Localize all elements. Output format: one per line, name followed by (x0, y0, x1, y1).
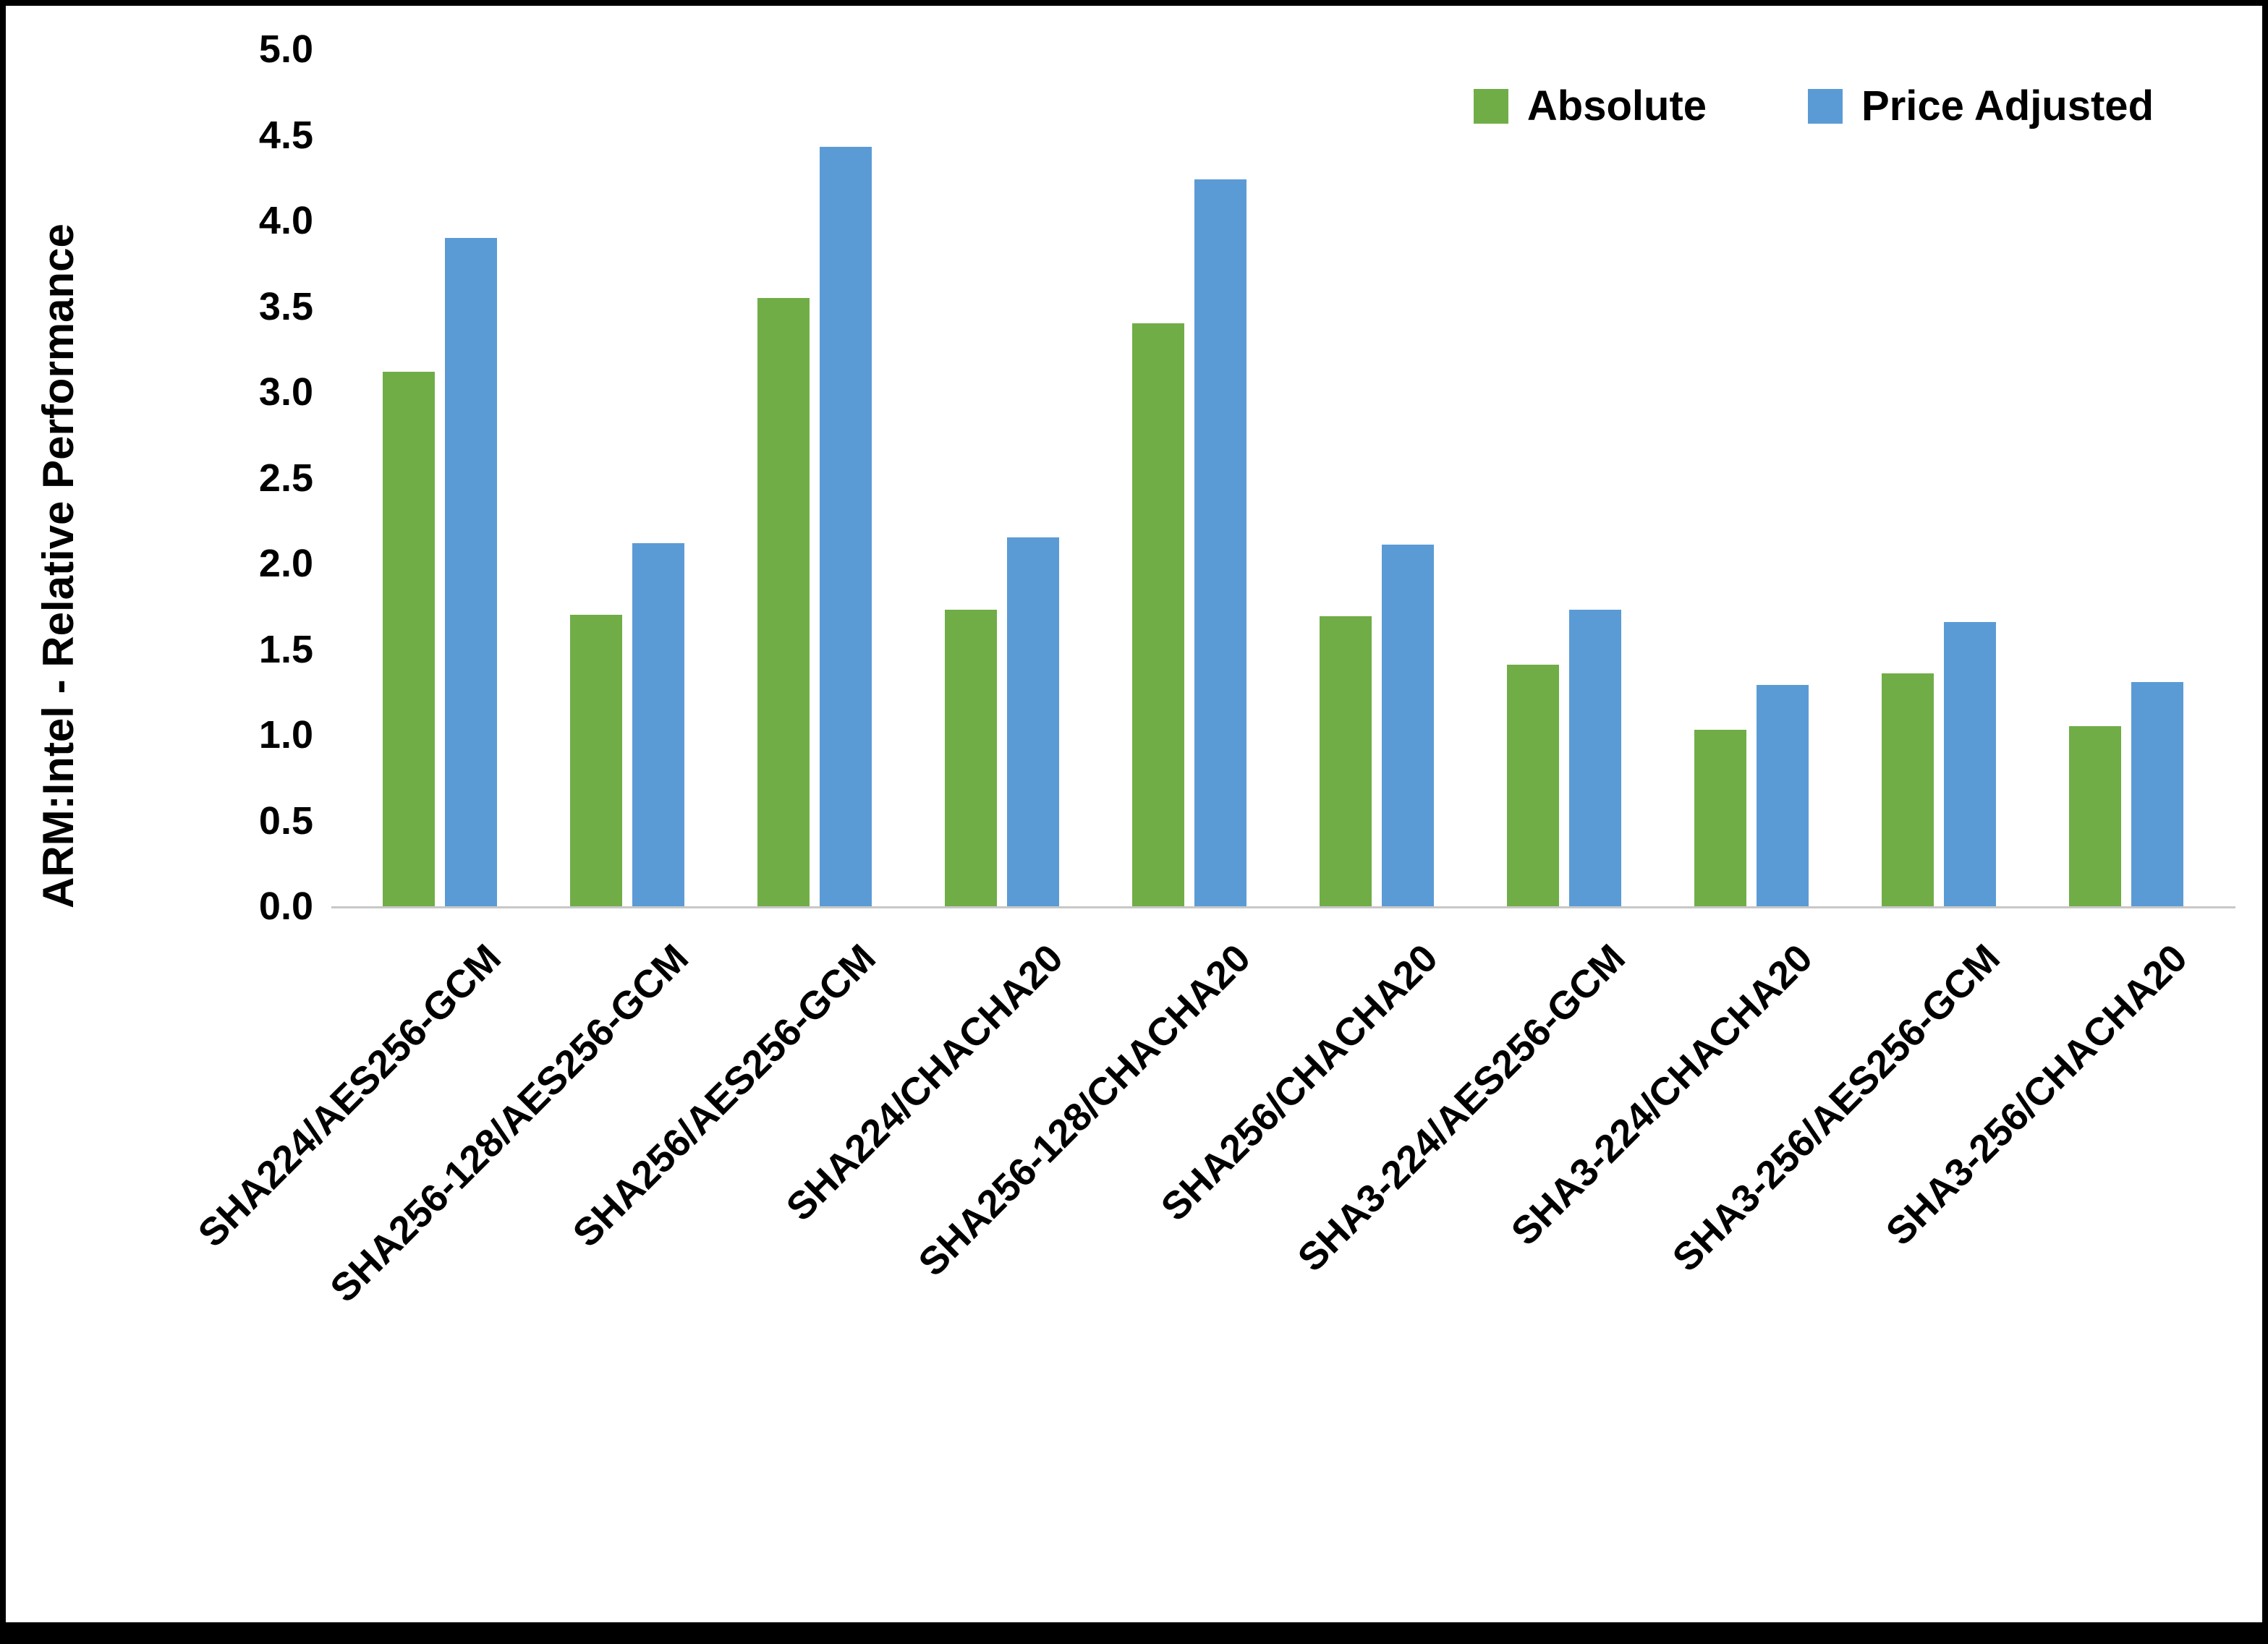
bar-price-adjusted (444, 237, 497, 906)
x-axis-line (331, 906, 2235, 908)
bar-price-adjusted (2131, 681, 2183, 906)
y-tick-label: 5.0 (258, 27, 313, 71)
y-tick-label: 0.5 (258, 798, 313, 843)
legend-item-absolute: Absolute (1473, 82, 1707, 130)
legend-swatch-price-adjusted-icon (1808, 88, 1843, 124)
bar-absolute (1694, 729, 1746, 906)
y-axis-title: ARM:Intel - Relative Performance (34, 223, 82, 908)
bar-price-adjusted (1006, 537, 1059, 906)
bar-price-adjusted (1756, 685, 1809, 906)
x-axis-category-label: SHA224/AES256-GCM (190, 936, 510, 1256)
x-axis-category-label: SHA3-256/CHACHA20 (1877, 936, 2196, 1254)
x-axis-category-label: SHA3-224/CHACHA20 (1503, 936, 1822, 1254)
legend: Absolute Price Adjusted (1473, 82, 2154, 130)
bar-price-adjusted (1381, 544, 1434, 906)
x-axis-category-label: SHA256-128/AES256-GCM (322, 936, 697, 1311)
legend-swatch-absolute-icon (1473, 88, 1508, 124)
legend-label-absolute: Absolute (1526, 82, 1707, 129)
bar-price-adjusted (1568, 609, 1621, 906)
y-tick-label: 2.0 (258, 542, 313, 585)
y-tick-label: 2.5 (258, 456, 313, 500)
bar-price-adjusted (1943, 621, 1996, 906)
y-tick-label: 3.0 (258, 370, 313, 414)
x-axis-category-label: SHA3-224/AES256-GCM (1289, 936, 1634, 1280)
bar-absolute (1319, 616, 1372, 906)
x-axis-category-label: SHA256-128/CHACHA20 (910, 936, 1260, 1285)
bar-absolute (1881, 673, 1934, 906)
legend-label-price-adjusted: Price Adjusted (1861, 82, 2154, 129)
bar-price-adjusted (632, 542, 684, 906)
x-axis-category-label: SHA256/AES256-GCM (564, 936, 885, 1256)
bar-absolute (944, 609, 997, 906)
bar-absolute (1506, 664, 1559, 906)
bar-absolute (1131, 323, 1184, 906)
bar-price-adjusted (1194, 179, 1246, 906)
bar-absolute (382, 371, 435, 906)
x-axis-category-label: SHA3-256/AES256-GCM (1664, 936, 2009, 1280)
bar-absolute (569, 615, 622, 906)
bar-absolute (757, 297, 810, 906)
y-tick-label: 4.0 (258, 199, 313, 242)
y-tick-label: 4.5 (258, 113, 313, 157)
legend-item-price-adjusted: Price Adjusted (1808, 82, 2154, 130)
y-tick-label: 0.0 (258, 885, 313, 928)
y-tick-label: 3.5 (258, 284, 313, 328)
bar-price-adjusted (819, 147, 872, 906)
bar-absolute (2068, 726, 2121, 906)
y-tick-label: 1.5 (258, 627, 313, 671)
y-tick-label: 1.0 (258, 713, 313, 757)
